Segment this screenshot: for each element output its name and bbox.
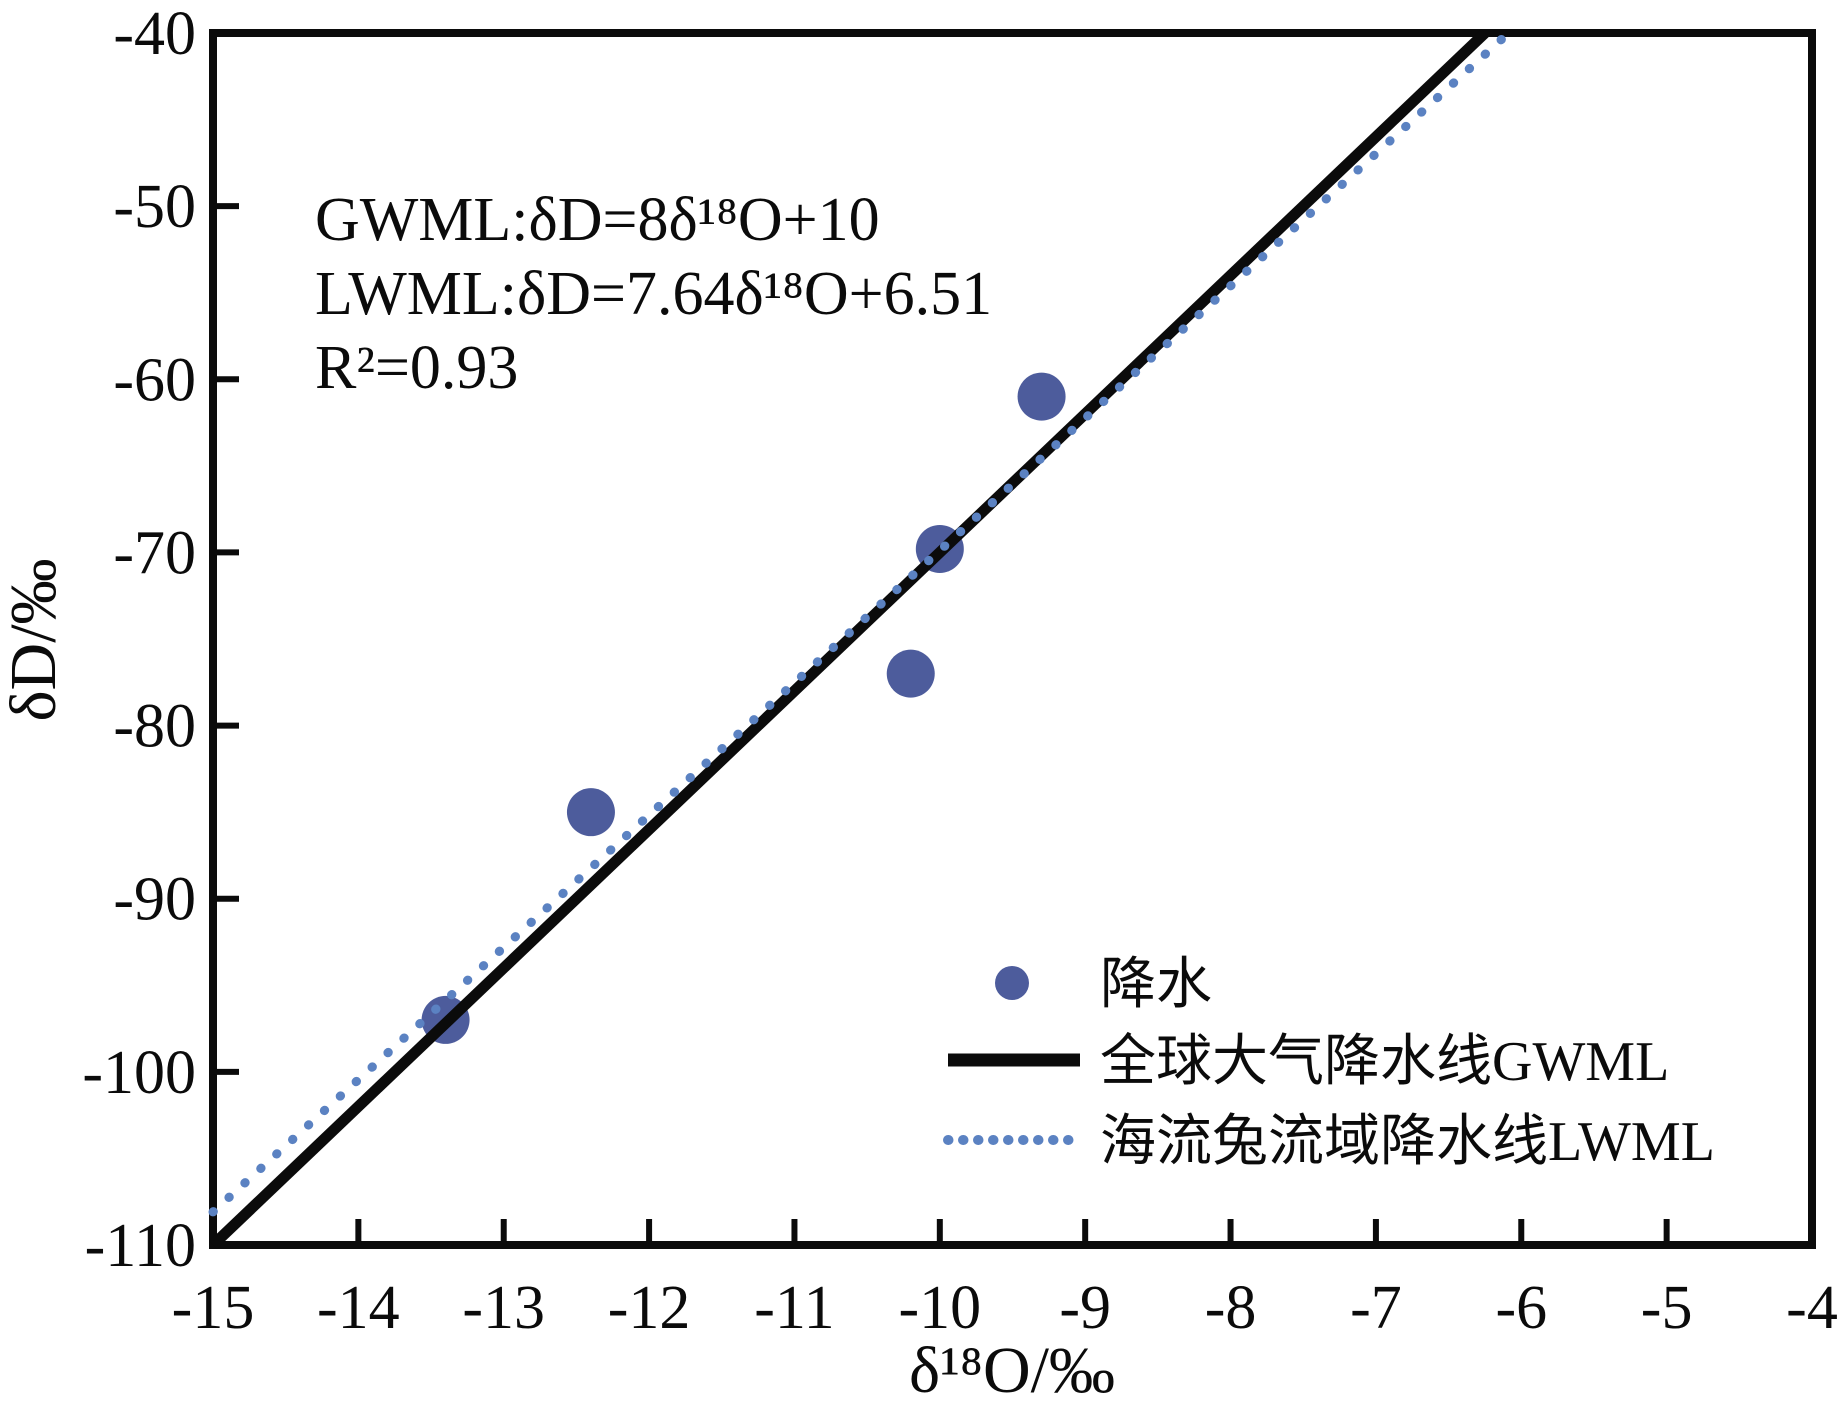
x-tick-label: -7 <box>1350 1274 1402 1342</box>
x-tick-label: -9 <box>1059 1274 1111 1342</box>
y-axis-tick-labels: -110 -100 -90 -80 -70 -60 -50 -40 <box>82 0 196 1280</box>
scatter-point <box>566 788 615 837</box>
y-tick-label: -40 <box>113 0 196 68</box>
x-tick-label: -12 <box>608 1274 691 1342</box>
x-axis-tick-labels: -15 -14 -13 -12 -11 -10 -9 -8 -7 -6 -5 -4 <box>172 1274 1838 1342</box>
plot-frame <box>209 29 1816 1249</box>
y-tick-label: -110 <box>85 1212 196 1280</box>
data-series <box>208 28 1514 1249</box>
x-tick-label: -13 <box>462 1274 545 1342</box>
x-axis-ticks <box>210 1219 1815 1245</box>
y-tick-label: -60 <box>113 346 196 414</box>
gwml-line <box>209 29 1489 1249</box>
x-tick-label: -4 <box>1786 1274 1838 1342</box>
y-tick-label: -100 <box>82 1039 196 1107</box>
y-axis-title: δD/‰ <box>0 558 70 721</box>
r-squared-value: R²=0.93 <box>315 334 518 402</box>
legend: 降水 全球大气降水线GWML 海流兔流域降水线LWML <box>943 954 1715 1173</box>
scatter-point <box>1017 372 1066 421</box>
x-tick-label: -6 <box>1495 1274 1547 1342</box>
lwml-line <box>208 28 1514 1217</box>
y-tick-label: -50 <box>113 173 196 241</box>
y-tick-label: -90 <box>113 866 196 934</box>
scatter-point <box>886 649 935 698</box>
precipitation-marker-symbol <box>995 966 1029 1000</box>
x-tick-label: -5 <box>1641 1274 1693 1342</box>
x-axis-title: δ¹⁸O/‰ <box>909 1334 1115 1407</box>
gwml-equation: GWML:δD=8δ¹⁸O+10 <box>315 186 880 254</box>
x-tick-label: -14 <box>317 1274 400 1342</box>
y-axis-ticks <box>213 30 239 1248</box>
legend-item-precipitation: 降水 <box>995 954 1212 1016</box>
legend-item-gwml: 全球大气降水线GWML <box>948 1031 1669 1093</box>
lwml-equation: LWML:δD=7.64δ¹⁸O+6.51 <box>315 260 992 328</box>
x-tick-label: -15 <box>172 1274 255 1342</box>
legend-label-gwml: 全球大气降水线GWML <box>1100 1031 1669 1093</box>
x-tick-label: -11 <box>754 1274 834 1342</box>
annotation-block: GWML:δD=8δ¹⁸O+10 LWML:δD=7.64δ¹⁸O+6.51 R… <box>315 186 992 402</box>
y-tick-label: -80 <box>113 693 196 761</box>
y-tick-label: -70 <box>113 519 196 587</box>
x-tick-label: -10 <box>898 1274 981 1342</box>
legend-label-precipitation: 降水 <box>1100 954 1212 1016</box>
x-tick-label: -8 <box>1205 1274 1257 1342</box>
legend-item-lwml: 海流兔流域降水线LWML <box>943 1111 1715 1173</box>
legend-label-lwml: 海流兔流域降水线LWML <box>1100 1111 1715 1173</box>
